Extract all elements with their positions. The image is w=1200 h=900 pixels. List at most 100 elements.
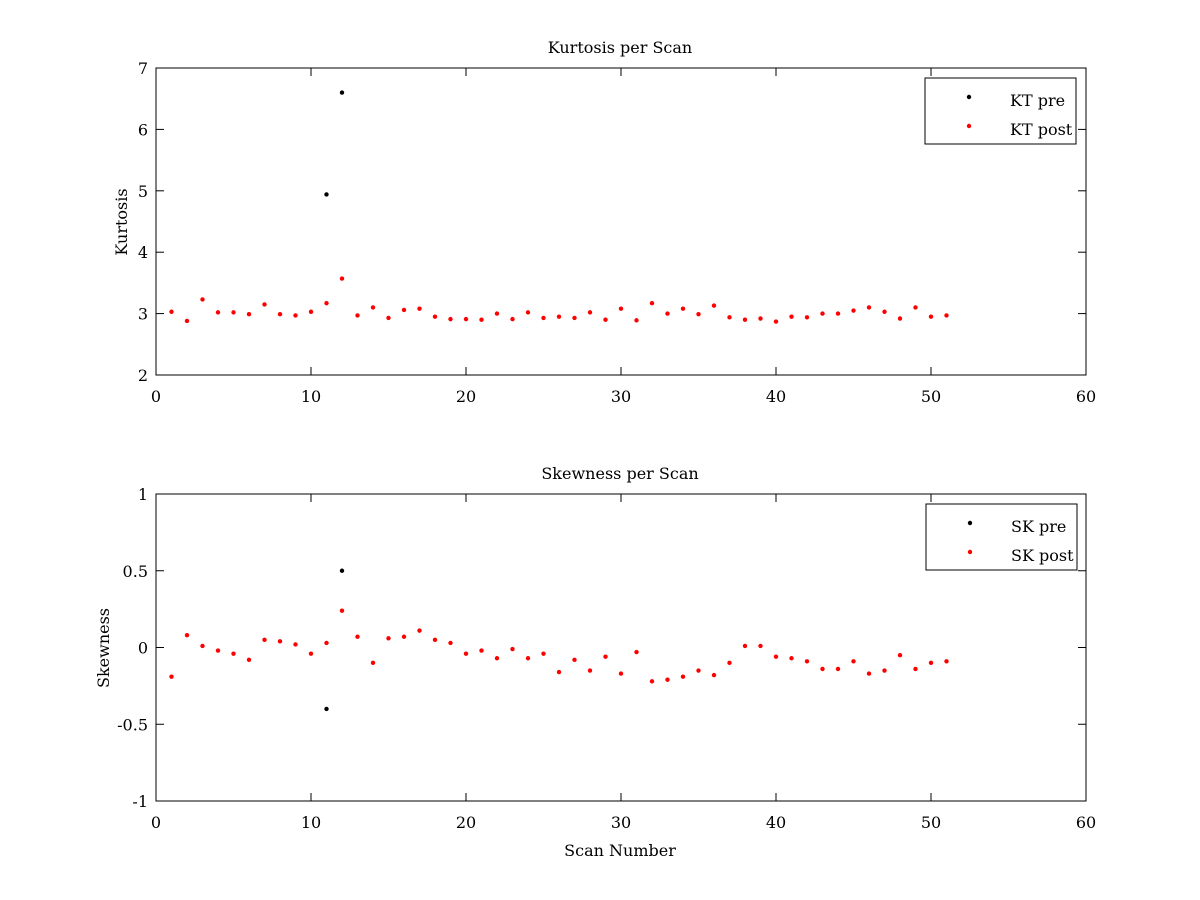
skewness-post-point: [913, 666, 918, 672]
skewness-post-point: [541, 651, 546, 656]
skewness-post-point: [665, 677, 670, 682]
kurtosis-x-tick-label: 50: [921, 387, 941, 406]
skewness-post-point: [851, 659, 856, 664]
kurtosis-post-point: [510, 316, 515, 322]
skewness-legend-marker-post: [967, 549, 973, 555]
kurtosis-x-tick-label: 30: [611, 387, 631, 406]
kurtosis-y-tick-label: 3: [138, 305, 148, 324]
kurtosis-y-tick-label: 4: [138, 243, 148, 262]
skewness-post-point: [944, 659, 949, 664]
kurtosis-x-tick-label: 20: [456, 387, 476, 406]
kurtosis-post-point: [355, 313, 360, 318]
kurtosis-post-point: [820, 311, 825, 316]
kurtosis-y-tick-label: 5: [138, 182, 148, 201]
skewness-post-point: [820, 666, 825, 672]
kurtosis-post-point: [587, 310, 593, 315]
skewness-pre-point: [339, 568, 345, 573]
kurtosis-post-point: [603, 317, 608, 322]
kurtosis-legend: KT pre KT post: [924, 77, 1077, 145]
skewness-post-point: [370, 660, 376, 666]
skewness-y-tick-label: 1: [138, 485, 148, 504]
kurtosis-post-point: [277, 312, 283, 317]
kurtosis-post-point: [789, 314, 794, 319]
kurtosis-legend-box: [924, 77, 1077, 145]
skewness-post-point: [773, 654, 779, 659]
kurtosis-post-point: [494, 311, 500, 316]
kurtosis-post-point: [928, 314, 934, 319]
skewness-post-point: [866, 671, 872, 676]
kurtosis-post-point: [479, 317, 484, 322]
kurtosis-post-point: [386, 315, 391, 321]
skewness-panel: Skewness per Scan Skewness Scan Number 0…: [94, 464, 1096, 860]
kurtosis-post-point: [711, 303, 717, 308]
skewness-post-point: [587, 668, 593, 673]
skewness-post-point: [928, 660, 934, 666]
kurtosis-data-points: [169, 90, 949, 324]
skewness-post-point: [556, 669, 562, 675]
kurtosis-y-axis-label: Kurtosis: [112, 188, 131, 255]
kurtosis-post-point: [262, 302, 267, 307]
skewness-post-point: [649, 679, 655, 684]
kurtosis-x-tick-label: 10: [301, 387, 321, 406]
skewness-y-axis-label: Skewness: [94, 608, 113, 688]
skewness-post-point: [386, 636, 391, 641]
kurtosis-post-point: [665, 311, 670, 316]
skewness-post-point: [603, 654, 608, 659]
kurtosis-post-point: [231, 310, 236, 315]
kurtosis-post-point: [851, 308, 856, 313]
skewness-post-point: [742, 643, 748, 649]
skewness-data-points: [169, 568, 949, 712]
kurtosis-y-tick-label: 2: [138, 366, 148, 385]
kurtosis-post-point: [293, 313, 298, 318]
skewness-post-point: [339, 608, 345, 613]
kurtosis-post-point: [215, 310, 221, 315]
skewness-post-point: [618, 671, 624, 676]
skewness-post-point: [711, 672, 717, 678]
kurtosis-post-point: [897, 316, 903, 321]
skewness-y-tick-label: 0: [138, 639, 148, 658]
kurtosis-post-point: [432, 314, 438, 319]
kurtosis-post-point: [680, 306, 686, 311]
skewness-post-point: [231, 651, 236, 656]
skewness-post-point: [897, 652, 903, 658]
skewness-post-point: [525, 656, 531, 661]
skewness-legend-label-pre: SK pre: [1011, 517, 1066, 536]
kurtosis-legend-label-pre: KT pre: [1010, 91, 1065, 110]
skewness-x-tick-label: 40: [766, 813, 786, 832]
kurtosis-post-point: [324, 300, 329, 306]
kurtosis-post-point: [525, 310, 531, 315]
skewness-y-tick-label: 0.5: [123, 562, 148, 581]
kurtosis-legend-label-post: KT post: [1010, 120, 1073, 139]
skewness-legend-marker-pre: [967, 520, 973, 526]
skewness-post-point: [680, 674, 686, 679]
kurtosis-legend-marker-pre: [966, 94, 972, 100]
skewness-post-point: [882, 668, 887, 673]
kurtosis-post-point: [463, 316, 469, 322]
skewness-post-point: [510, 646, 515, 652]
kurtosis-x-tick-label: 60: [1076, 387, 1096, 406]
kurtosis-panel: Kurtosis per Scan Kurtosis 0 10 20 30 40 50 60…: [112, 38, 1096, 406]
skewness-post-point: [184, 633, 190, 638]
skewness-legend: SK pre SK post: [925, 503, 1078, 571]
skewness-post-point: [448, 640, 453, 646]
kurtosis-pre-point: [339, 90, 345, 95]
skewness-pre-point: [324, 706, 329, 712]
kurtosis-post-point: [184, 318, 190, 324]
kurtosis-post-point: [448, 316, 453, 322]
skewness-x-tick-label: 60: [1076, 813, 1096, 832]
skewness-y-tick-label: -0.5: [117, 715, 148, 734]
kurtosis-post-point: [758, 316, 763, 321]
kurtosis-post-point: [835, 311, 841, 316]
skewness-post-point: [215, 648, 221, 653]
skewness-post-point: [355, 634, 360, 639]
skewness-y-tick-label: -1: [132, 792, 148, 811]
skewness-post-point: [308, 651, 314, 656]
kurtosis-post-point: [246, 312, 252, 317]
skewness-legend-label-post: SK post: [1011, 546, 1074, 565]
skewness-post-point: [494, 656, 500, 661]
kurtosis-post-point: [773, 319, 779, 324]
kurtosis-pre-point: [324, 192, 329, 197]
skewness-x-axis-label: Scan Number: [564, 841, 676, 860]
